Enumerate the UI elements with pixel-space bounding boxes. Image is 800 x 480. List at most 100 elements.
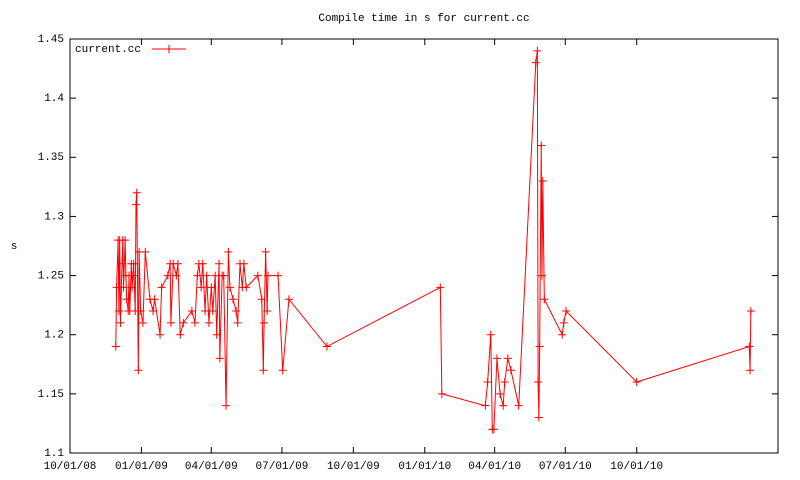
data-point [128,271,137,280]
data-point [212,330,221,339]
data-point [558,330,567,339]
data-point [134,366,143,375]
plot-border [69,38,779,454]
data-point [559,318,568,327]
data-point [119,283,128,292]
data-point [496,389,505,398]
data-point [149,307,158,316]
data-point [486,330,495,339]
data-point [229,295,238,304]
data-point [128,283,137,292]
data-point [239,259,248,268]
data-point [263,271,272,280]
data-point [166,318,175,327]
y-tick-label: 1.3 [44,211,64,223]
data-point [215,259,224,268]
data-point [538,176,547,185]
x-tick-label: 04/01/10 [468,461,521,473]
x-tick-label: 07/01/09 [256,461,309,473]
data-point [172,271,181,280]
data-point [503,354,512,363]
data-point [746,366,755,375]
data-point [437,389,446,398]
data-point [260,318,269,327]
data-point [208,307,217,316]
data-point [562,307,571,316]
data-point [284,295,293,304]
y-tick-label: 1.15 [38,389,64,401]
data-point [278,366,287,375]
data-point [122,295,131,304]
data-point [112,283,121,292]
data-point [156,330,165,339]
data-point [215,354,224,363]
y-axis-label: s [11,241,18,253]
data-point [259,366,268,375]
data-point [211,271,220,280]
data-point [261,247,270,256]
y-tick-label: 1.4 [44,93,64,105]
data-point [132,188,141,197]
data-point [242,283,251,292]
data-point [219,271,228,280]
data-point [500,378,509,387]
x-tick-label: 10/01/08 [44,461,97,473]
y-tick-label: 1.25 [38,270,64,282]
data-point [187,307,196,316]
data-point [138,318,147,327]
data-point [746,307,755,316]
x-tick-label: 10/01/10 [610,461,663,473]
data-point [157,283,166,292]
data-point [201,307,210,316]
data-point [136,307,145,316]
data-point [483,378,492,387]
data-point [537,141,546,150]
data-point [632,378,641,387]
data-point [193,271,202,280]
data-point [222,401,231,410]
data-point [533,46,542,55]
legend-marker [165,45,173,53]
data-point [745,342,754,351]
data-point [263,307,272,316]
data-point [253,271,262,280]
data-point [202,271,211,280]
data-point [163,271,172,280]
data-point [224,247,233,256]
data-point [114,307,123,316]
data-point [131,200,140,209]
data-point [141,247,150,256]
data-point [274,271,283,280]
data-point [489,425,498,434]
y-tick-label: 1.1 [44,448,64,460]
data-point [232,307,241,316]
data-point [179,318,188,327]
data-point [129,259,138,268]
x-tick-label: 10/01/09 [327,461,380,473]
chart-title: Compile time in s for current.cc [318,13,529,25]
x-tick-label: 01/01/10 [398,461,451,473]
data-point [534,378,543,387]
data-point [207,283,216,292]
data-point [116,318,125,327]
data-point [535,342,544,351]
data-point [531,58,540,67]
data-point [492,354,501,363]
data-point [198,259,207,268]
data-point [204,318,213,327]
data-point [197,283,206,292]
data-point [118,259,127,268]
y-tick-label: 1.45 [38,34,64,46]
legend-label: current.cc [75,44,141,56]
data-line [115,50,752,430]
x-tick-label: 04/01/09 [185,461,238,473]
y-tick-label: 1.35 [38,152,64,164]
data-point [534,413,543,422]
data-point [436,283,445,292]
data-point [190,318,199,327]
data-point [481,401,490,410]
data-point [233,318,242,327]
y-tick-label: 1.2 [44,330,64,342]
data-point [538,271,546,280]
